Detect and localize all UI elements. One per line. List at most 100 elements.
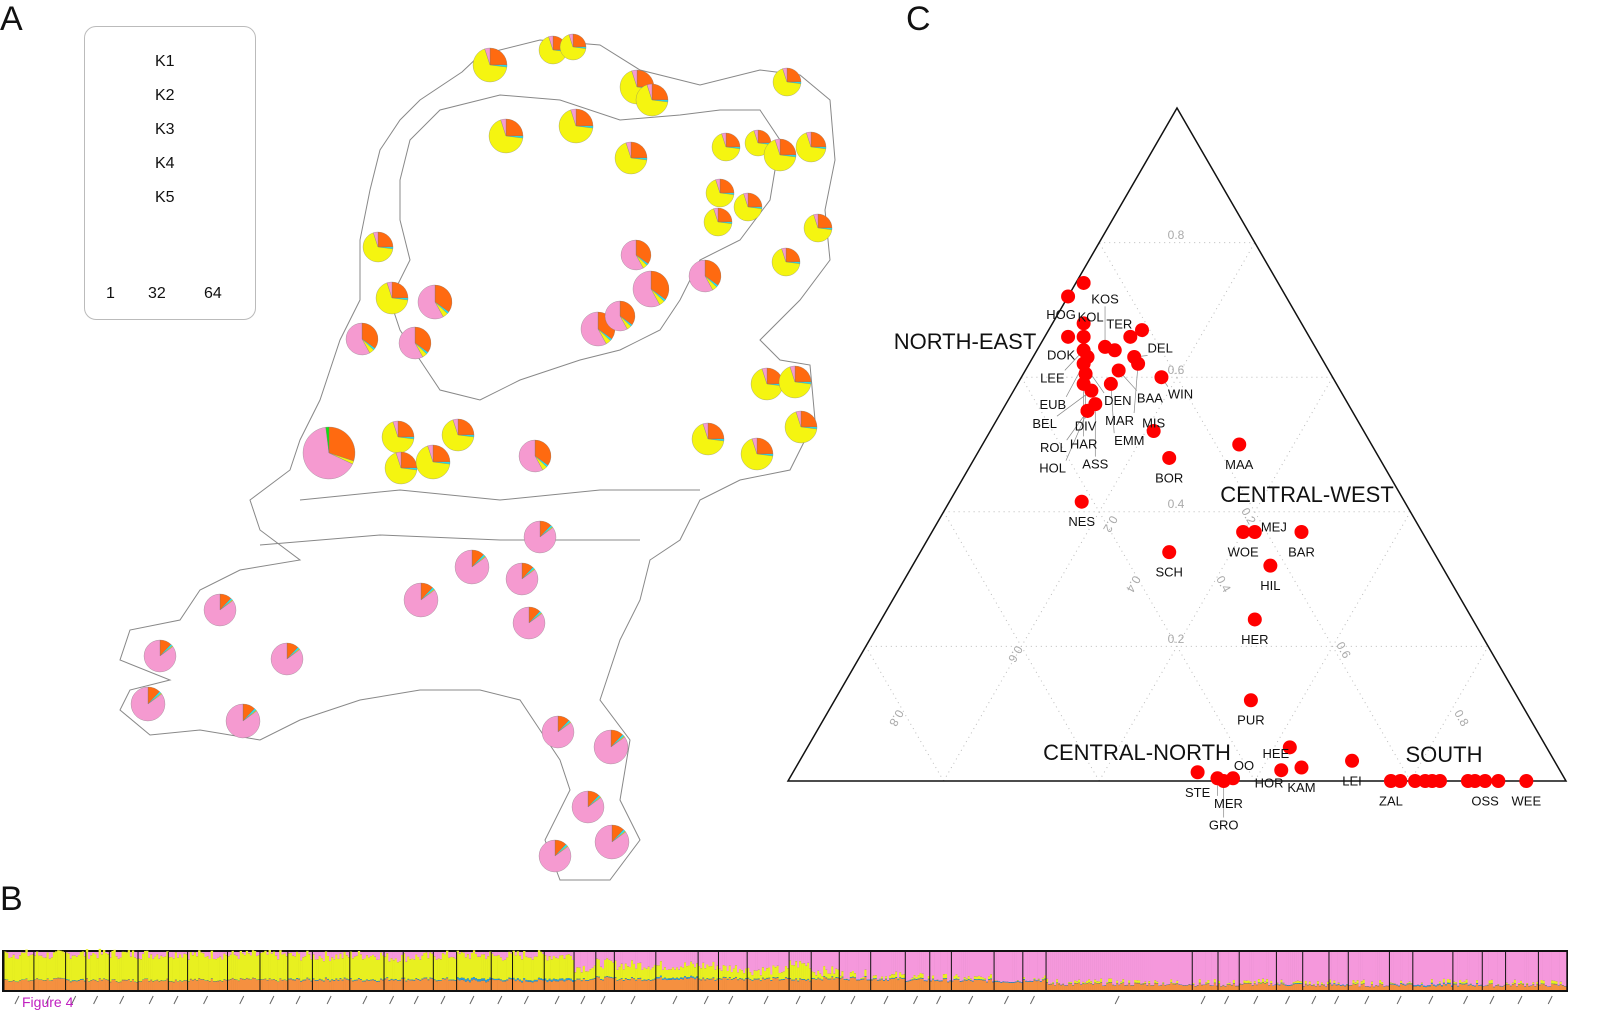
barplot-bar [1064, 952, 1067, 986]
ternary-point-label: GRO [1209, 818, 1239, 833]
barplot-bar [1218, 952, 1221, 981]
barplot-bar [322, 980, 326, 982]
barplot-bar [1224, 952, 1227, 986]
barplot-bar [633, 952, 636, 964]
barplot-bar [472, 979, 476, 990]
barplot-bar [1559, 981, 1563, 985]
barplot-bar [923, 952, 926, 981]
barplot-bar [938, 981, 941, 990]
barplot-bar [891, 977, 894, 979]
barplot-bar [270, 953, 274, 980]
barplot-bar [516, 979, 520, 990]
barplot-bar [1368, 952, 1372, 987]
barplot-bar [899, 977, 902, 979]
barplot-bar [1438, 981, 1442, 984]
barplot-bar [1306, 985, 1310, 990]
barplot-bar [435, 959, 438, 981]
barplot-bar [158, 952, 161, 959]
map-pie [594, 824, 630, 860]
barplot-bar [439, 959, 443, 981]
map-pie [403, 582, 439, 618]
barplot-bar [472, 950, 476, 978]
barplot-bar [61, 978, 64, 990]
barplot-bar [379, 979, 383, 990]
barplot-bar [992, 982, 995, 990]
barplot-bar [316, 959, 319, 981]
barplot-bar [105, 952, 108, 954]
map-pie [375, 281, 409, 315]
barplot-bar [544, 952, 547, 956]
barplot-bar [1080, 984, 1083, 990]
barplot-bar [915, 976, 918, 980]
barplot-tick [600, 995, 606, 1005]
barplot-bar [1395, 985, 1399, 990]
barplot-bar [1037, 978, 1041, 980]
barplot-bar [1383, 952, 1386, 987]
barplot-bar [661, 952, 665, 970]
barplot-bar [421, 952, 424, 956]
barplot-bar [1322, 985, 1326, 990]
barplot-bar [983, 978, 987, 980]
barplot-bar [582, 965, 586, 979]
ternary-tick-label: 0.2 [1168, 632, 1185, 646]
barplot-bar [696, 963, 699, 977]
barplot-bar [659, 975, 663, 978]
barplot-population [259, 950, 289, 990]
barplot-bar [27, 952, 30, 957]
barplot-bar [1471, 985, 1475, 987]
barplot-bar [1259, 952, 1263, 983]
barplot-bar [347, 980, 351, 990]
barplot-bar [285, 956, 289, 981]
barplot-bar [1501, 986, 1504, 990]
barplot-bar [425, 952, 428, 978]
barplot-bar [253, 978, 257, 990]
barplot-bar [753, 952, 756, 971]
barplot-bar [994, 981, 997, 990]
barplot-bar [702, 978, 705, 990]
barplot-bar [554, 957, 558, 980]
barplot-bar [318, 955, 322, 979]
pie-slice [604, 300, 628, 332]
barplot-bar [884, 979, 888, 990]
barplot-bar [1333, 983, 1336, 990]
barplot-bar [1526, 952, 1529, 984]
barplot-bar [1420, 985, 1424, 990]
ternary-point-label: KAM [1287, 780, 1315, 795]
barplot-bar [667, 979, 671, 990]
barplot-tick [14, 995, 20, 1005]
barplot-bar [716, 965, 719, 979]
barplot-bar [919, 978, 922, 990]
barplot-bar [1154, 980, 1157, 983]
barplot-bar [897, 979, 900, 981]
barplot-bar [931, 979, 935, 990]
barplot-bar [1152, 952, 1155, 986]
barplot-bar [944, 978, 948, 990]
barplot-bar [1188, 984, 1191, 990]
barplot-bar [542, 952, 545, 954]
barplot-bar [245, 978, 249, 990]
barplot-bar [1463, 984, 1466, 990]
barplot-bar [479, 979, 482, 982]
barplot-bar [757, 979, 761, 990]
barplot-bar [637, 978, 640, 990]
map-pie [538, 839, 572, 873]
barplot-bar [140, 981, 143, 990]
barplot-bar [730, 979, 734, 980]
barplot-bar [1174, 952, 1177, 984]
barplot-bar [251, 950, 255, 978]
barplot-bar [772, 952, 775, 966]
barplot-bar [1100, 978, 1103, 983]
barplot-bar [539, 978, 543, 980]
barplot-bar [425, 978, 428, 990]
pie-slice [392, 420, 399, 438]
barplot-bar [901, 978, 904, 979]
barplot-bar [1402, 984, 1405, 990]
barplot-tick [93, 995, 99, 1005]
barplot-bar [371, 952, 375, 955]
barplot-bar [483, 980, 486, 990]
barplot-bar [1316, 984, 1320, 990]
barplot-bar [1333, 980, 1336, 984]
barplot-bar [1245, 952, 1248, 981]
barplot-bar [1253, 983, 1257, 990]
barplot-bar [1465, 983, 1468, 990]
